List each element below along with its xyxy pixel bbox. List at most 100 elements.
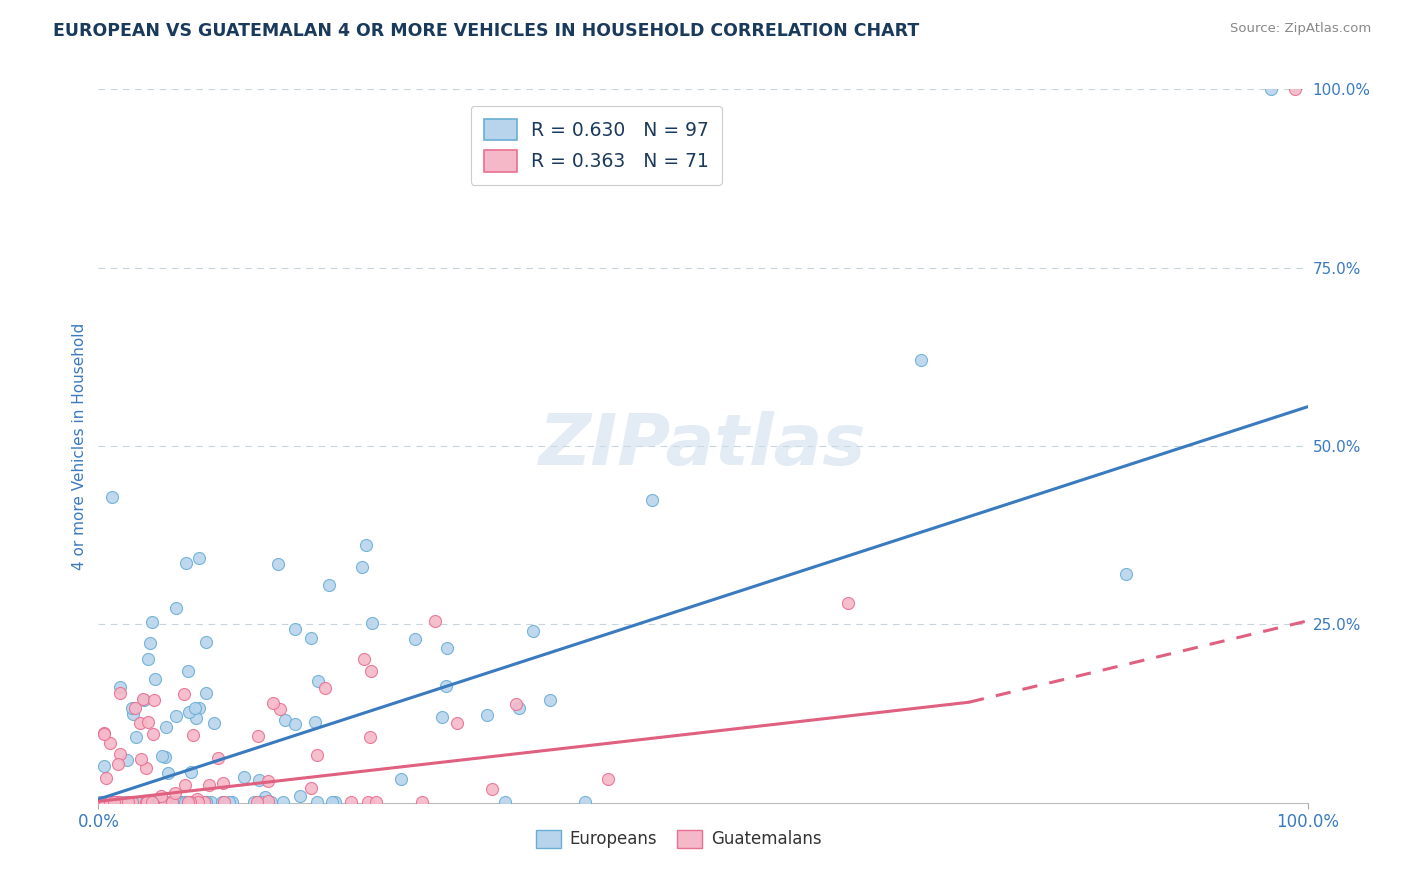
Point bbox=[143, 693, 166, 707]
Point bbox=[176, 665, 198, 679]
Point bbox=[134, 795, 156, 809]
Point bbox=[155, 795, 177, 809]
Point bbox=[117, 795, 139, 809]
Point bbox=[148, 795, 170, 809]
Point bbox=[305, 795, 328, 809]
Point bbox=[508, 701, 530, 715]
Point bbox=[221, 795, 243, 809]
Point bbox=[179, 795, 201, 809]
Y-axis label: 4 or more Vehicles in Household: 4 or more Vehicles in Household bbox=[72, 322, 87, 570]
Point bbox=[103, 795, 125, 809]
Point bbox=[91, 795, 114, 809]
Point bbox=[1260, 82, 1282, 96]
Point bbox=[186, 792, 208, 806]
Point bbox=[108, 686, 131, 700]
Point bbox=[274, 713, 297, 727]
Point bbox=[260, 795, 283, 809]
Point bbox=[211, 795, 233, 809]
Point bbox=[141, 795, 163, 809]
Point bbox=[181, 795, 204, 809]
Point bbox=[186, 711, 208, 725]
Point bbox=[91, 795, 114, 809]
Point bbox=[1115, 567, 1137, 582]
Point bbox=[108, 795, 131, 809]
Point bbox=[188, 550, 211, 565]
Point bbox=[153, 750, 176, 764]
Point bbox=[262, 696, 284, 710]
Point bbox=[361, 615, 384, 630]
Text: Source: ZipAtlas.com: Source: ZipAtlas.com bbox=[1230, 22, 1371, 36]
Point bbox=[202, 716, 225, 731]
Point bbox=[165, 601, 187, 615]
Point bbox=[94, 795, 117, 809]
Point bbox=[288, 789, 311, 804]
Point bbox=[162, 795, 184, 809]
Point bbox=[135, 795, 157, 809]
Point bbox=[360, 665, 382, 679]
Point bbox=[494, 795, 516, 809]
Point bbox=[430, 710, 453, 724]
Point bbox=[135, 795, 157, 809]
Point bbox=[141, 795, 163, 809]
Point bbox=[837, 596, 859, 610]
Point bbox=[212, 776, 235, 790]
Point bbox=[127, 795, 149, 809]
Point bbox=[172, 795, 194, 809]
Point bbox=[910, 353, 932, 368]
Point bbox=[269, 702, 291, 716]
Point bbox=[179, 795, 201, 809]
Point bbox=[114, 795, 136, 809]
Point bbox=[243, 795, 266, 809]
Point bbox=[307, 674, 329, 689]
Point bbox=[1284, 82, 1306, 96]
Point bbox=[305, 748, 328, 763]
Point bbox=[246, 795, 269, 809]
Point bbox=[122, 707, 145, 722]
Point bbox=[475, 708, 498, 723]
Point bbox=[250, 795, 273, 809]
Point bbox=[96, 795, 118, 809]
Point bbox=[89, 795, 111, 809]
Point bbox=[271, 795, 294, 809]
Point bbox=[267, 557, 290, 571]
Point bbox=[128, 715, 150, 730]
Text: EUROPEAN VS GUATEMALAN 4 OR MORE VEHICLES IN HOUSEHOLD CORRELATION CHART: EUROPEAN VS GUATEMALAN 4 OR MORE VEHICLE… bbox=[53, 22, 920, 40]
Point bbox=[135, 761, 157, 775]
Point bbox=[574, 795, 596, 809]
Point bbox=[321, 795, 343, 809]
Point bbox=[254, 790, 277, 805]
Point bbox=[173, 687, 195, 701]
Point bbox=[141, 615, 163, 630]
Point bbox=[177, 705, 200, 719]
Point bbox=[193, 795, 215, 809]
Point bbox=[283, 622, 305, 636]
Point bbox=[187, 795, 209, 809]
Point bbox=[357, 795, 380, 809]
Point bbox=[188, 700, 211, 714]
Point bbox=[107, 757, 129, 772]
Point bbox=[304, 714, 326, 729]
Point bbox=[110, 747, 132, 761]
Point bbox=[197, 778, 219, 792]
Point bbox=[103, 795, 125, 809]
Point bbox=[101, 795, 124, 809]
Point bbox=[108, 795, 131, 809]
Point bbox=[98, 736, 121, 750]
Point bbox=[257, 774, 280, 789]
Point bbox=[366, 795, 388, 809]
Point bbox=[132, 693, 155, 707]
Point bbox=[404, 632, 426, 646]
Point bbox=[200, 795, 222, 809]
Point bbox=[94, 771, 117, 785]
Point bbox=[596, 772, 619, 786]
Point bbox=[436, 679, 458, 693]
Point bbox=[101, 491, 124, 505]
Point bbox=[153, 795, 176, 809]
Point bbox=[167, 795, 190, 809]
Point bbox=[446, 715, 468, 730]
Point bbox=[139, 636, 162, 650]
Point bbox=[125, 730, 148, 744]
Point bbox=[93, 727, 115, 741]
Legend: Europeans, Guatemalans: Europeans, Guatemalans bbox=[530, 823, 828, 855]
Point bbox=[94, 795, 117, 809]
